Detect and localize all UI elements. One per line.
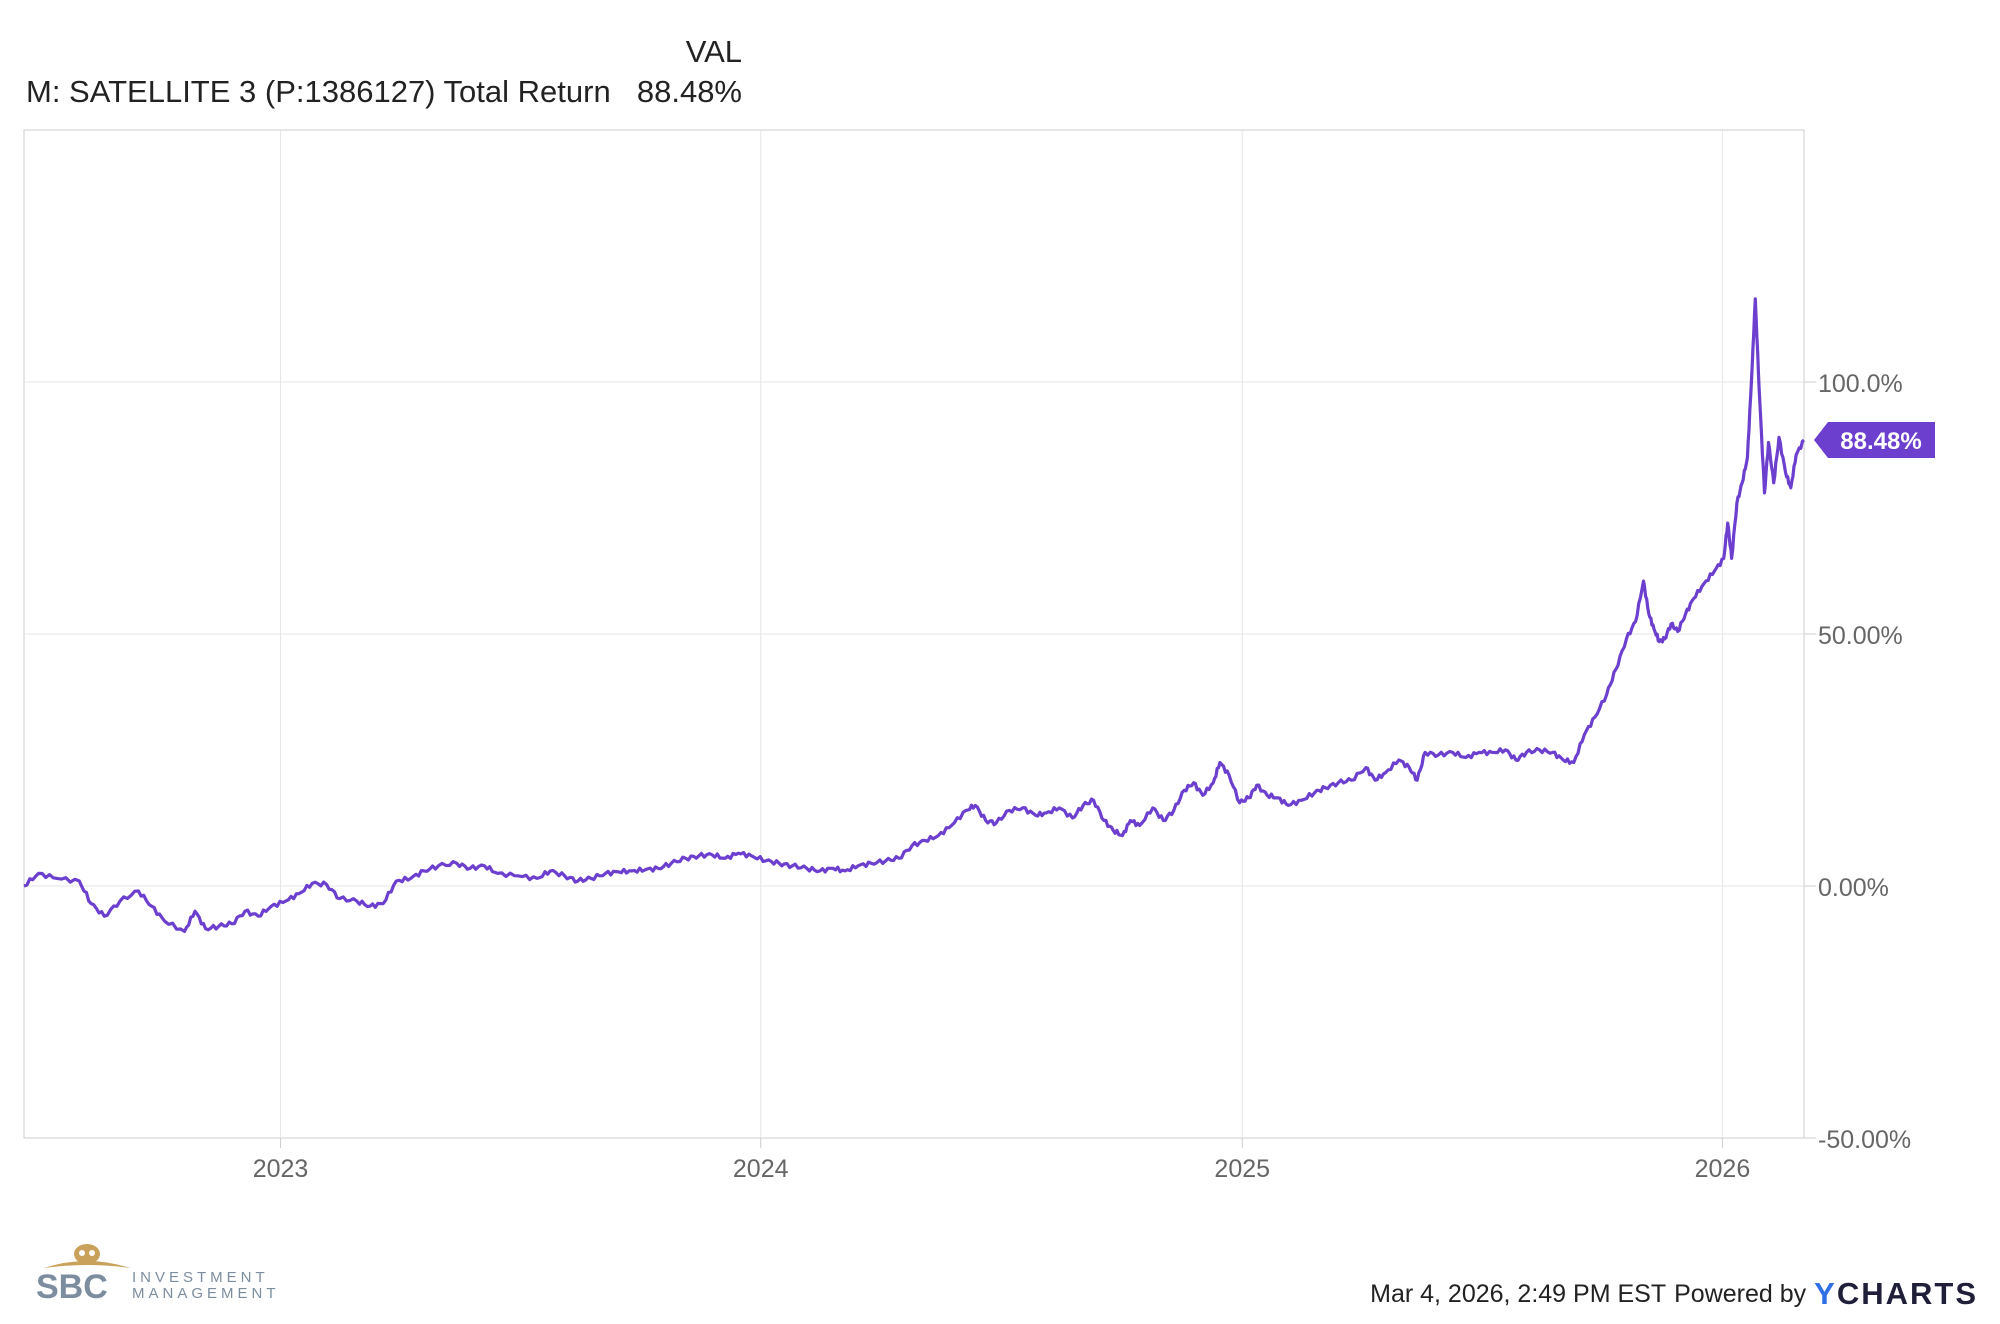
x-tick-label: 2025: [1214, 1155, 1270, 1183]
ycharts-logo[interactable]: YCHARTS: [1814, 1276, 1978, 1312]
ycharts-rest: CHARTS: [1836, 1276, 1978, 1311]
sbc-logo: SBC INVESTMENT MANAGEMENT: [34, 1240, 294, 1306]
y-tick-label: -50.00%: [1818, 1126, 1911, 1154]
logo-investment-text: INVESTMENT: [132, 1269, 269, 1286]
legend-row[interactable]: M: SATELLITE 3 (P:1386127) Total Return …: [26, 74, 742, 114]
series-line[interactable]: [23, 297, 1806, 933]
legend-column-header: VAL: [685, 34, 742, 69]
logo-management-text: MANAGEMENT: [132, 1285, 280, 1302]
footer-attribution: Mar 4, 2026, 2:49 PM EST Powered by YCHA…: [1370, 1272, 1978, 1316]
legend-series-name[interactable]: M: SATELLITE 3 (P:1386127) Total Return: [26, 74, 611, 109]
owl-icon: [44, 1244, 130, 1268]
x-tick-label: 2024: [733, 1155, 789, 1183]
powered-by-text: Powered by: [1674, 1279, 1807, 1308]
series-layer: [23, 297, 1806, 933]
y-tick-label: 100.0%: [1818, 370, 1903, 398]
last-value-badge-shape: [1814, 422, 1935, 459]
x-tick-label: 2026: [1695, 1155, 1751, 1183]
logo-sbc-text: SBC: [36, 1268, 108, 1304]
y-tick-label: 50.00%: [1818, 622, 1903, 650]
x-axis: 2023 2024 2025 2026: [253, 1138, 1751, 1183]
last-value-badge: 88.48%: [1814, 422, 1935, 459]
last-value-badge-label: 88.48%: [1840, 428, 1921, 455]
ycharts-y: Y: [1814, 1276, 1837, 1311]
x-tick-label: 2023: [253, 1155, 309, 1183]
legend-series-value: 88.48%: [636, 74, 742, 109]
timestamp: Mar 4, 2026, 2:49 PM EST: [1370, 1279, 1667, 1308]
y-axis: 100.0% 50.00% 0.00% -50.00%: [1804, 370, 1911, 1154]
y-tick-label: 0.00%: [1818, 874, 1889, 902]
legend: VAL M: SATELLITE 3 (P:1386127) Total Ret…: [0, 34, 760, 116]
